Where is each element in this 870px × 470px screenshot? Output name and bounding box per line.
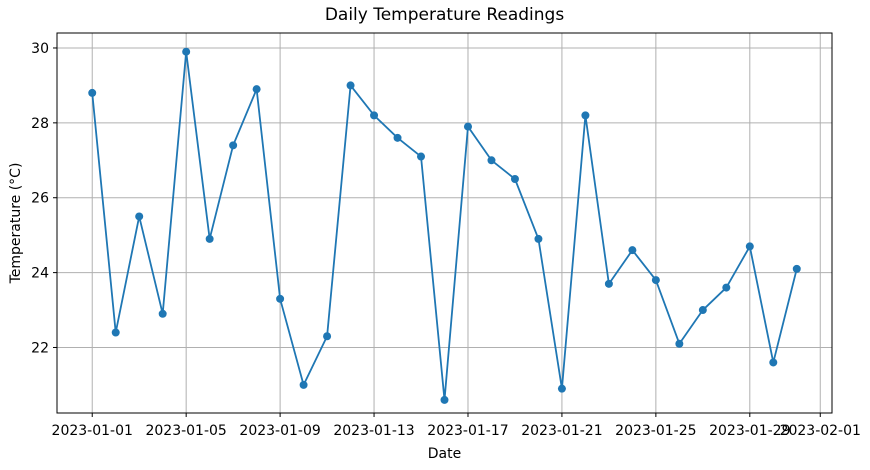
data-point-marker [276,294,285,303]
y-axis-tick-label: 28 [31,116,49,132]
data-point-marker [628,246,637,255]
data-point-marker [182,47,191,56]
data-point-marker [299,380,308,389]
y-axis-tick-label: 24 [31,266,49,282]
data-point-marker [88,88,97,97]
data-point-marker [698,306,707,315]
data-point-marker [534,234,543,243]
x-axis-tick-label: 2023-01-01 [52,423,133,439]
data-point-marker [463,122,472,131]
data-point-marker [745,242,754,251]
data-point-marker [440,395,449,404]
y-axis-tick-label: 26 [31,191,49,207]
x-axis-tick-label: 2023-01-05 [145,423,226,439]
data-point-marker [229,141,238,150]
chart-title: Daily Temperature Readings [324,5,565,25]
data-point-marker [487,156,496,165]
data-point-marker [604,279,613,288]
data-point-marker [158,309,167,318]
y-axis-label: Temperature (°C) [8,162,24,284]
data-point-marker [675,339,684,348]
x-axis-tick-label: 2023-02-01 [780,423,861,439]
x-axis-tick-label: 2023-01-17 [427,423,508,439]
data-point-marker [557,384,566,393]
data-point-marker [111,328,120,337]
data-point-marker [792,264,801,273]
data-point-marker [346,81,355,90]
x-axis-tick-label: 2023-01-29 [709,423,790,439]
data-point-marker [252,85,261,94]
data-point-marker [651,276,660,285]
x-axis-tick-label: 2023-01-13 [333,423,414,439]
data-point-marker [417,152,426,161]
data-point-marker [323,332,332,341]
x-axis-tick-label: 2023-01-09 [239,423,320,439]
data-point-marker [722,283,731,292]
data-point-marker [205,234,214,243]
y-axis-tick-label: 30 [31,41,49,57]
data-point-marker [393,133,402,142]
data-point-marker [370,111,379,120]
data-point-marker [135,212,144,221]
data-point-marker [581,111,590,120]
data-point-marker [510,175,519,184]
y-axis-tick-label: 22 [31,340,49,356]
x-axis-label: Date [427,446,462,462]
data-point-marker [769,358,778,367]
plot-area-border [56,32,833,414]
x-axis-tick-label: 2023-01-25 [615,423,696,439]
x-axis-tick-label: 2023-01-21 [521,423,602,439]
